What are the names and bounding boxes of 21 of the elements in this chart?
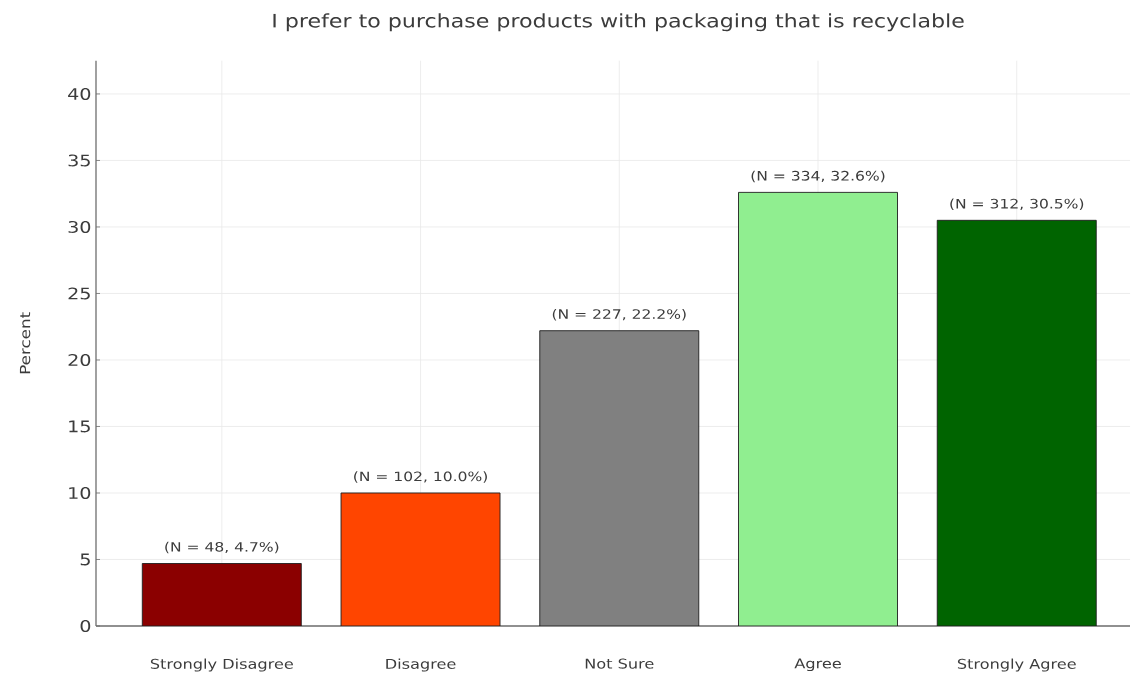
data-label: (N = 312, 30.5%) (950, 198, 1084, 211)
y-tick-label: 10 (69, 486, 91, 500)
y-tick-label: 20 (68, 353, 91, 366)
x-tick-label: Strongly Agree (957, 658, 1076, 672)
x-tick-label: Not Sure (585, 658, 654, 669)
y-tick-label: 30 (68, 220, 91, 233)
x-tick-label: Disagree (386, 658, 456, 672)
chart-title: I prefer to purchase products with packaging that is recyclable (273, 13, 964, 32)
y-tick-label: 35 (68, 154, 90, 167)
data-label: (N = 102, 10.0%) (354, 471, 487, 483)
y-tick-label: 15 (69, 420, 90, 433)
y-tick-label: 5 (80, 553, 90, 566)
y-tick-label: 25 (68, 287, 90, 300)
data-label: (N = 334, 32.6%) (751, 170, 885, 183)
x-tick-label: Agree (794, 658, 841, 672)
y-tick-label: 0 (80, 619, 91, 633)
data-label: (N = 227, 22.2%) (552, 308, 686, 321)
data-label: (N = 48, 4.7%) (165, 541, 279, 554)
y-tick-label: 40 (68, 87, 91, 100)
y-axis-title: Percent (19, 312, 31, 374)
x-tick-label: Strongly Disagree (150, 658, 293, 672)
